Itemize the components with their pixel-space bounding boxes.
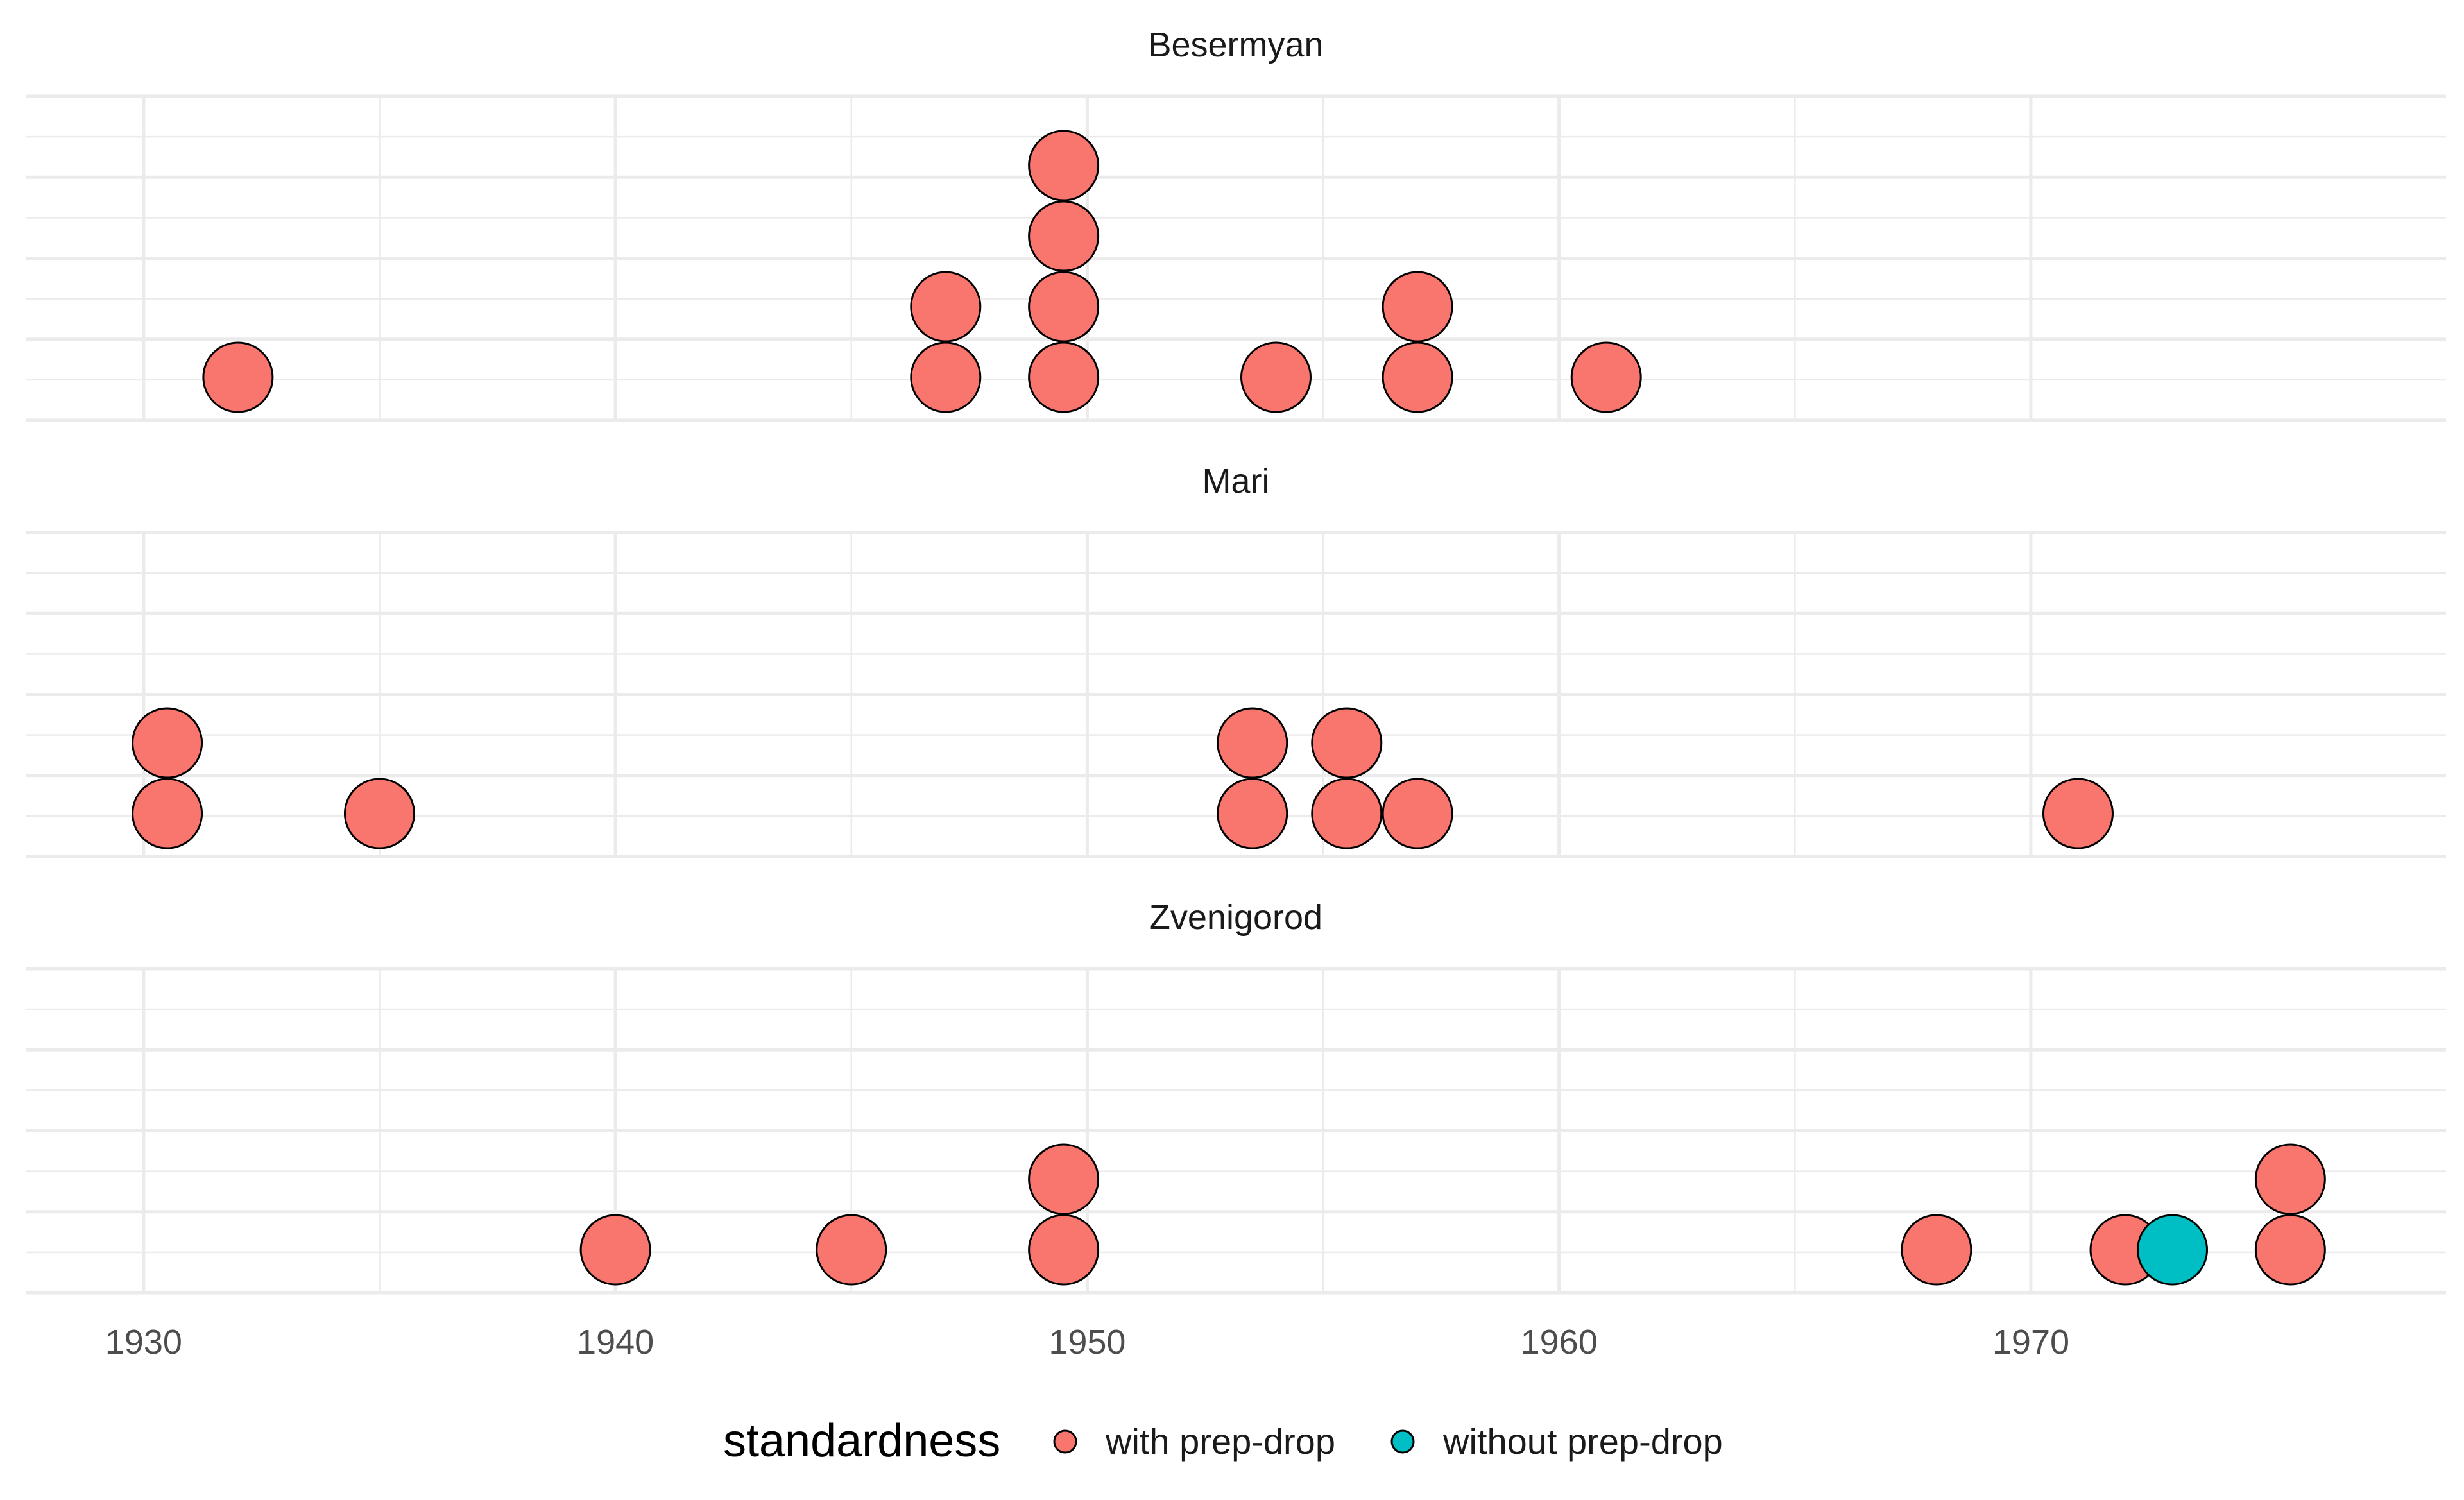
dot-mari: [1311, 707, 1383, 779]
dot-mari: [1217, 707, 1288, 779]
legend-title: standardness: [723, 1415, 1000, 1467]
dot-zvenigorod: [2254, 1143, 2326, 1215]
dot-besermyan: [1028, 271, 1100, 343]
dot-besermyan: [1028, 341, 1100, 413]
dot-besermyan: [1028, 200, 1100, 272]
dot-zvenigorod: [1028, 1214, 1100, 1286]
x-tick-label: 1970: [1992, 1323, 2069, 1361]
dot-zvenigorod: [816, 1214, 887, 1286]
panel-title-besermyan: Besermyan: [1148, 26, 1323, 64]
dot-besermyan: [202, 341, 274, 413]
dot-zvenigorod: [2137, 1214, 2209, 1286]
dot-besermyan: [1028, 130, 1100, 201]
dot-zvenigorod: [1901, 1214, 1972, 1286]
dot-mari: [2042, 778, 2114, 849]
panel-title-zvenigorod: Zvenigorod: [1149, 898, 1322, 937]
dot-mari: [132, 707, 203, 779]
legend-label-without-prep-drop: without prep-drop: [1442, 1421, 1723, 1462]
dot-besermyan: [1382, 271, 1453, 343]
panel-zvenigorod: Zvenigorod: [26, 898, 2446, 1295]
legend-label-with-prep-drop: with prep-drop: [1105, 1421, 1335, 1462]
dot-besermyan: [1240, 341, 1312, 413]
legend-key-without-prep-drop: [1390, 1429, 1415, 1454]
dot-mari: [132, 778, 203, 849]
panel-mari: Mari: [26, 462, 2446, 858]
facet-panels: Besermyan Mari Zvenigorod: [26, 26, 2446, 1295]
panel-title-mari: Mari: [1202, 462, 1270, 500]
legend: standardness with prep-drop without prep…: [723, 1415, 1723, 1467]
x-axis: 1930 1940 1950 1960 1970: [105, 1323, 2069, 1361]
dot-mari: [1311, 778, 1383, 849]
dot-mari: [1382, 778, 1453, 849]
dot-besermyan: [1570, 341, 1642, 413]
dot-besermyan: [910, 341, 982, 413]
x-tick-label: 1940: [577, 1323, 654, 1361]
dot-zvenigorod: [1028, 1143, 1100, 1215]
x-tick-label: 1930: [105, 1323, 182, 1361]
dot-zvenigorod: [2254, 1214, 2326, 1286]
x-tick-label: 1960: [1521, 1323, 1598, 1361]
dot-zvenigorod: [579, 1214, 651, 1286]
dot-besermyan: [1382, 341, 1453, 413]
x-tick-label: 1950: [1048, 1323, 1125, 1361]
dot-besermyan: [910, 271, 982, 343]
dot-mari: [1217, 778, 1288, 849]
panel-besermyan: Besermyan: [26, 26, 2446, 422]
legend-key-with-prep-drop: [1053, 1429, 1077, 1454]
dot-mari: [343, 778, 415, 849]
